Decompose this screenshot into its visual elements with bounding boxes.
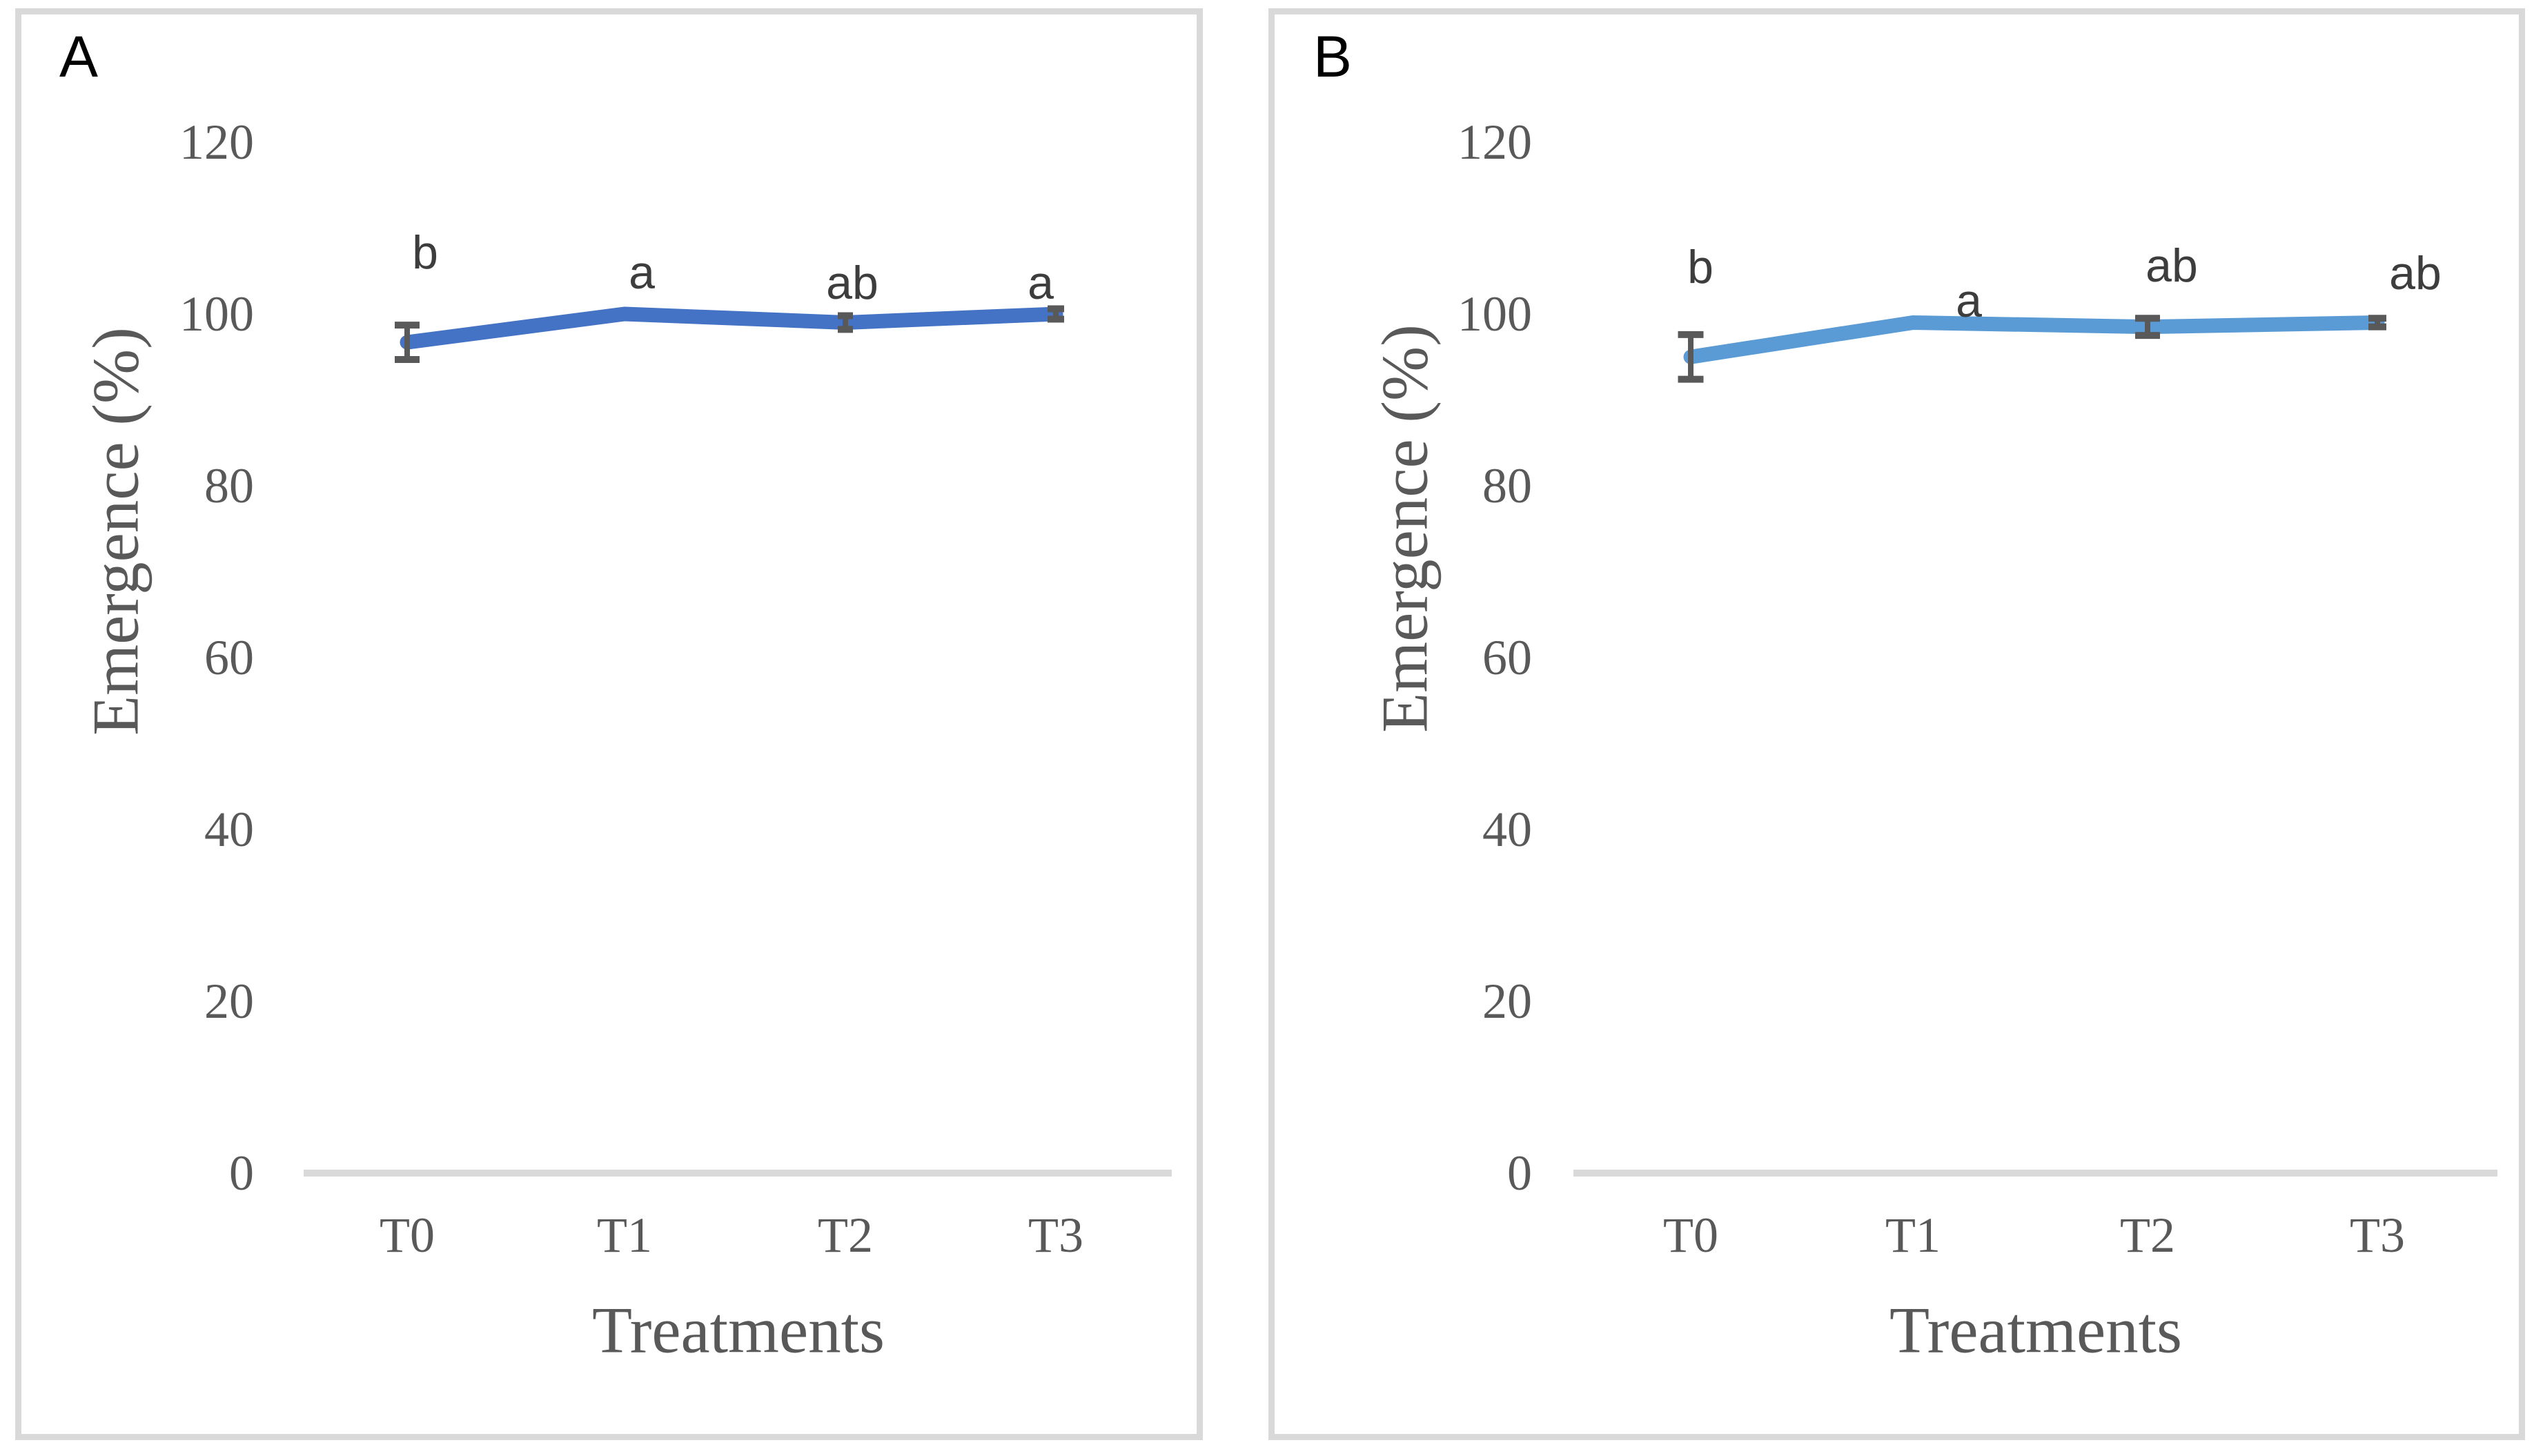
significance-letter: ab (2389, 247, 2442, 300)
error-bar (2368, 315, 2386, 331)
significance-letter: a (1956, 275, 1982, 328)
data-line (1683, 315, 2385, 364)
panel-label-a: A (59, 24, 99, 89)
x-tick-label: T2 (2120, 1208, 2175, 1263)
y-tick-label: 80 (204, 458, 254, 513)
y-tick-label: 60 (1482, 630, 1532, 685)
panel-a-frame (15, 8, 1203, 1440)
y-tick-label: 120 (179, 115, 254, 170)
error-bar (838, 312, 853, 333)
y-tick-label: 120 (1457, 115, 1532, 170)
x-tick-label: T3 (2350, 1208, 2405, 1263)
x-tick-label: T2 (818, 1208, 873, 1263)
x-tick-label: T0 (1663, 1208, 1718, 1263)
error-bar (2135, 315, 2160, 340)
significance-letter: a (629, 246, 655, 299)
x-axis-title-a: Treatments (592, 1293, 885, 1367)
y-tick-label: 40 (204, 802, 254, 857)
error-bar (1678, 331, 1704, 383)
x-tick-label: T0 (380, 1208, 435, 1263)
chart-a-plot-group (304, 305, 1172, 1177)
x-tick-label: T1 (597, 1208, 652, 1263)
y-tick-label: 60 (204, 630, 254, 685)
significance-letter: a (1028, 257, 1054, 309)
y-tick-label: 0 (1507, 1145, 1532, 1201)
significance-letter: b (412, 226, 438, 279)
y-axis-title-b: Emergence (%) (1368, 324, 1442, 733)
error-bar (395, 322, 420, 363)
x-tick-label: T1 (1885, 1208, 1941, 1263)
y-axis-title-a: Emergence (%) (79, 327, 153, 736)
x-tick-label: T3 (1028, 1208, 1083, 1263)
y-tick-label: 100 (1457, 286, 1532, 342)
significance-letter: ab (826, 257, 878, 310)
error-bar (1048, 305, 1064, 323)
panel-label-b: B (1313, 24, 1353, 89)
y-tick-label: 40 (1482, 802, 1532, 857)
y-tick-label: 80 (1482, 458, 1532, 513)
significance-letter: ab (2146, 239, 2198, 292)
x-axis-title-b: Treatments (1889, 1293, 2182, 1367)
significance-letter: b (1687, 241, 1714, 294)
y-tick-label: 0 (229, 1145, 254, 1201)
y-tick-label: 100 (179, 286, 254, 342)
y-tick-label: 20 (204, 974, 254, 1029)
chart-b-plot-group (1573, 315, 2497, 1177)
y-tick-label: 20 (1482, 974, 1532, 1029)
data-line (400, 306, 1063, 350)
panel-b-frame (1268, 8, 2525, 1440)
